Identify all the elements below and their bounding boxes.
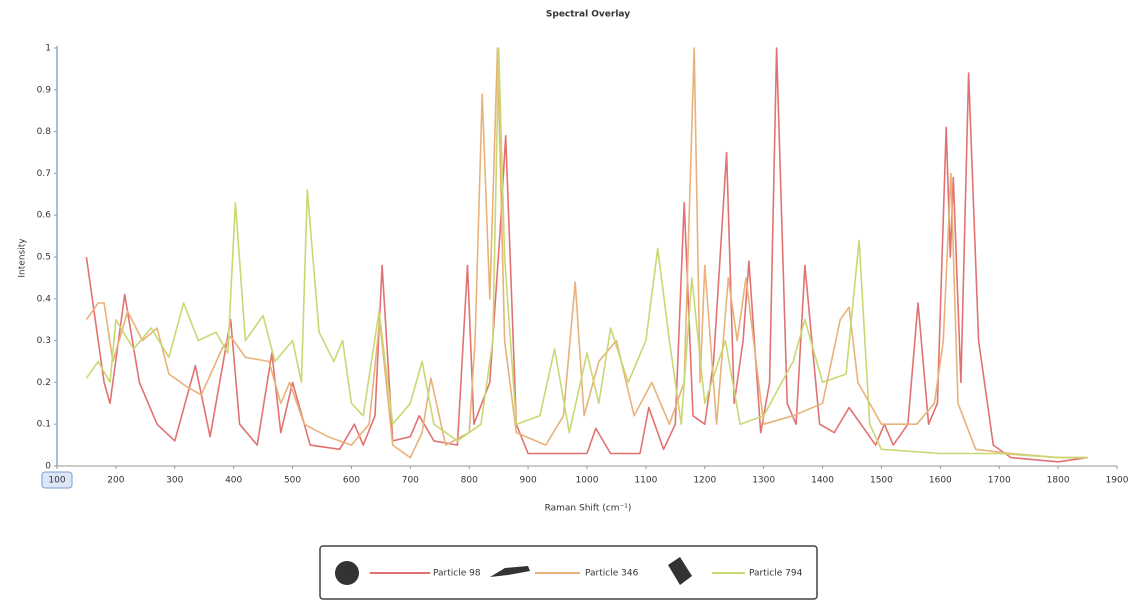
x-tick-label: 200	[107, 476, 124, 486]
y-tick-label: 0.2	[37, 378, 51, 388]
x-tick-label: 1600	[929, 476, 952, 486]
chart: Spectral Overlay Intensity Raman Shift (…	[0, 0, 1147, 601]
y-tick-label: 0.3	[37, 336, 51, 346]
legend-label: Particle 794	[749, 569, 803, 579]
x-tick-label: 600	[343, 476, 360, 486]
legend-icon	[335, 561, 359, 585]
legend-label: Particle 346	[585, 569, 639, 579]
y-tick-label: 0.9	[37, 85, 52, 95]
x-tick-label: 1400	[811, 476, 834, 486]
x-tick-label: 1500	[870, 476, 893, 486]
x-tick-label: 400	[225, 476, 242, 486]
x-axis-label: Raman Shift (cm⁻¹)	[545, 504, 632, 514]
x-tick-label: 900	[520, 476, 537, 486]
x-tick-label: 1100	[634, 476, 657, 486]
y-tick-label: 0.4	[37, 294, 52, 304]
y-tick-label: 0.1	[37, 420, 51, 430]
x-tick-label: 1900	[1106, 476, 1129, 486]
x-tick-label: 1000	[576, 476, 599, 486]
y-tick-label: 0.8	[37, 127, 52, 137]
x-tick-label: 100	[48, 476, 65, 486]
y-tick-label: 0.7	[37, 169, 51, 179]
y-tick-label: 0.6	[37, 211, 52, 221]
y-axis-label: Intensity	[18, 238, 28, 278]
y-tick-label: 0.5	[37, 253, 51, 263]
x-tick-label: 1700	[988, 476, 1011, 486]
legend-label: Particle 98	[433, 569, 481, 579]
spectrum-line	[86, 48, 1087, 462]
y-tick-label: 0	[45, 462, 51, 472]
y-tick-label: 1	[45, 44, 51, 54]
x-tick-label: 300	[166, 476, 183, 486]
x-tick-label: 1800	[1047, 476, 1070, 486]
x-tick-label: 1200	[693, 476, 716, 486]
x-tick-label: 700	[402, 476, 419, 486]
x-tick-label: 800	[461, 476, 478, 486]
x-tick-label: 1300	[752, 476, 775, 486]
chart-title: Spectral Overlay	[546, 10, 630, 20]
x-tick-label: 500	[284, 476, 301, 486]
